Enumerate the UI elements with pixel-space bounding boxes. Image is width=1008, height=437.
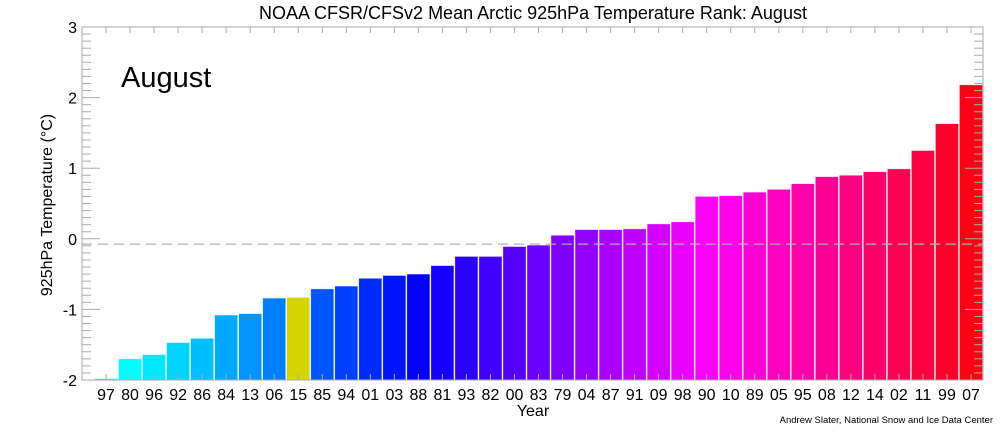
x-tick-label: 12 — [842, 387, 860, 404]
bar-08 — [815, 176, 839, 381]
x-tick-label: 85 — [313, 387, 331, 404]
x-tick-label: 04 — [578, 387, 596, 404]
bar-93 — [454, 256, 479, 381]
bar-15 — [286, 297, 311, 381]
bar-99 — [935, 123, 959, 381]
x-tick-label: 82 — [482, 387, 500, 404]
bar-98 — [670, 221, 695, 381]
y-tick-label: 0 — [68, 232, 77, 249]
bar-14 — [863, 171, 887, 381]
x-tick-label: 97 — [97, 387, 115, 404]
bar-00 — [502, 246, 527, 381]
bar-06 — [262, 297, 287, 381]
y-tick-label: 3 — [68, 20, 77, 37]
x-tick-label: 92 — [169, 387, 187, 404]
y-axis-label: 925hPa Temperature (°C) — [39, 114, 56, 296]
y-tick-label: 1 — [68, 161, 77, 178]
x-tick-label: 90 — [698, 387, 716, 404]
x-tick-label: 06 — [265, 387, 283, 404]
y-tick-labels: -2 -1 0 1 2 3 — [63, 20, 77, 390]
x-tick-label: 94 — [337, 387, 355, 404]
bar-94 — [334, 285, 359, 381]
x-axis-label: Year — [517, 403, 550, 420]
axes — [81, 26, 984, 381]
x-tick-labels: 97 80 96 92 86 84 13 06 15 85 94 01 03 88 81 93 82 00 83 79… — [97, 387, 980, 404]
x-tick-label: 99 — [938, 387, 956, 404]
x-tick-label: 01 — [361, 387, 379, 404]
x-tick-label: 81 — [434, 387, 452, 404]
credit-text: Andrew Slater, National Snow and Ice Dat… — [780, 415, 993, 426]
y-tick-label: -2 — [63, 373, 77, 390]
bar-85 — [310, 288, 335, 381]
bar-04 — [574, 229, 599, 381]
bar-90 — [694, 196, 719, 381]
x-tick-label: 14 — [866, 387, 884, 404]
x-tick-label: 86 — [193, 387, 211, 404]
bar-83 — [526, 244, 551, 381]
bar-84 — [214, 314, 238, 381]
chart-title: NOAA CFSR/CFSv2 Mean Arctic 925hPa Tempe… — [259, 3, 807, 23]
bar-86 — [190, 338, 214, 381]
x-tick-label: 00 — [506, 387, 524, 404]
x-tick-label: 07 — [962, 387, 980, 404]
x-tick-label: 88 — [409, 387, 427, 404]
x-tick-label: 09 — [650, 387, 668, 404]
bar-91 — [622, 228, 647, 381]
bar-95 — [790, 183, 815, 381]
bar-05 — [766, 189, 791, 381]
bar-87 — [598, 229, 623, 381]
y-tick-label: -1 — [63, 302, 77, 319]
x-tick-label: 87 — [602, 387, 620, 404]
bar-79 — [550, 234, 575, 381]
x-tick-label: 03 — [385, 387, 403, 404]
x-tick-label: 80 — [121, 387, 139, 404]
bar-10 — [718, 195, 743, 381]
x-tick-label: 08 — [818, 387, 836, 404]
y-tick-label: 2 — [68, 91, 77, 108]
bar-03 — [382, 275, 407, 381]
bar-82 — [478, 256, 503, 381]
x-tick-label: 02 — [890, 387, 908, 404]
bar-07 — [959, 84, 983, 381]
bar-02 — [887, 168, 911, 381]
bar-12 — [839, 174, 863, 381]
x-tick-label: 96 — [145, 387, 163, 404]
x-tick-label: 95 — [794, 387, 812, 404]
x-tick-label: 84 — [217, 387, 235, 404]
bar-11 — [911, 150, 935, 381]
x-tick-label: 13 — [241, 387, 259, 404]
x-tick-label: 11 — [915, 387, 932, 404]
x-tick-label: 91 — [626, 387, 644, 404]
bar-81 — [430, 265, 455, 381]
bar-01 — [358, 278, 383, 381]
x-tick-label: 89 — [746, 387, 764, 404]
x-tick-label: 05 — [770, 387, 788, 404]
month-annotation: August — [121, 62, 211, 94]
x-tick-label: 93 — [458, 387, 476, 404]
x-tick-label: 79 — [554, 387, 572, 404]
x-tick-label: 83 — [530, 387, 548, 404]
bars — [94, 84, 983, 381]
bar-09 — [646, 223, 671, 381]
bar-89 — [742, 191, 767, 381]
bar-13 — [238, 313, 263, 381]
x-tick-label: 10 — [722, 387, 740, 404]
bar-88 — [406, 273, 431, 381]
x-tick-label: 98 — [674, 387, 692, 404]
x-tick-label: 15 — [289, 387, 307, 404]
